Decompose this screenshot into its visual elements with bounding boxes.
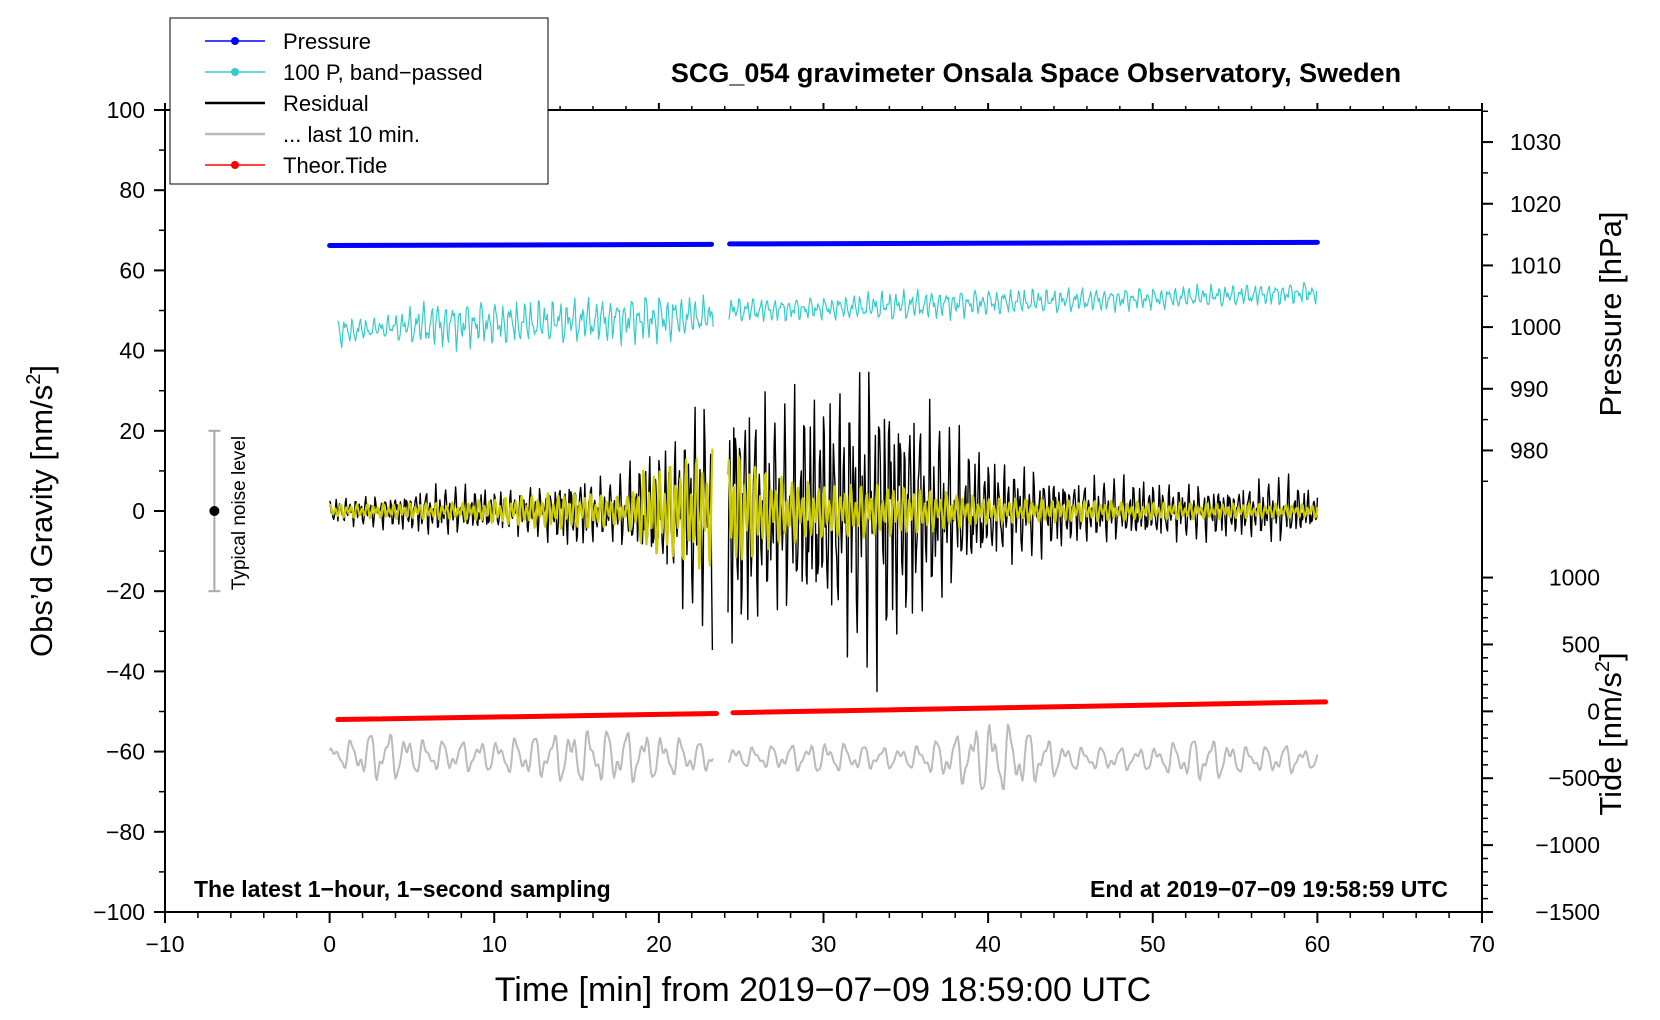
x-tick-label: −10	[145, 931, 184, 957]
pressure-tick-label: 1030	[1510, 129, 1561, 155]
annotation-sampling: The latest 1−hour, 1−second sampling	[194, 876, 611, 902]
series-theor-tide	[730, 699, 1329, 716]
x-tick-label: 0	[323, 931, 336, 957]
x-tick-label: 20	[646, 931, 672, 957]
tide-tick-label: 0	[1587, 698, 1600, 724]
legend-label: 100 P, band−passed	[283, 60, 483, 85]
y-axis-label-close: ]	[24, 365, 59, 374]
tide-axis-ticks: 1000 500 0 −500 −1000 −1500	[1482, 565, 1600, 925]
y-tick-label: 0	[132, 498, 145, 524]
pressure-tick-label: 1000	[1510, 314, 1561, 340]
annotation-end-time: End at 2019−07−09 19:58:59 UTC	[1090, 876, 1448, 902]
y-tick-label: 40	[119, 338, 145, 364]
x-axis-label: Time [min] from 2019−07−09 18:59:00 UTC	[495, 971, 1151, 1009]
y-tick-label: 20	[119, 418, 145, 444]
pressure-axis-ticks: 1030 1020 1010 1000 990 980	[1482, 110, 1561, 483]
x-tick-label: 50	[1140, 931, 1166, 957]
x-tick-label: 40	[975, 931, 1001, 957]
noise-bar-center	[209, 506, 220, 516]
pressure-tick-label: 980	[1510, 437, 1548, 463]
legend: Pressure 100 P, band−passed Residual ... la…	[169, 17, 549, 185]
tide-axis-label-close: ]	[1593, 652, 1628, 661]
x-tick-label: 10	[481, 931, 507, 957]
legend-marker	[231, 68, 239, 76]
noise-level-label: Typical noise level	[229, 436, 250, 590]
x-tick-label: 70	[1469, 931, 1495, 957]
pressure-tick-label: 1010	[1510, 252, 1561, 278]
y-axis-ticks: −100 −80 −60 −40 −20 0 20 40 60 80 100	[93, 97, 165, 925]
x-tick-label: 60	[1305, 931, 1331, 957]
legend-box	[169, 17, 549, 185]
y-tick-label: 80	[119, 177, 145, 203]
series-pressure	[327, 241, 715, 249]
series-pressure	[727, 239, 1320, 247]
legend-marker	[231, 161, 239, 169]
series-theor-tide	[335, 711, 719, 723]
tide-tick-label: −1000	[1535, 832, 1600, 858]
series-layer	[327, 239, 1329, 791]
tide-tick-label: −1500	[1535, 899, 1600, 925]
tide-axis-label-main: Tide [nm/s	[1593, 672, 1628, 816]
tide-tick-label: 500	[1562, 631, 1600, 657]
pressure-tick-label: 1020	[1510, 191, 1561, 217]
y-axis-label-main: Obs’d Gravity [nm/s	[24, 385, 59, 657]
pressure-tick-label: 990	[1510, 376, 1548, 402]
series-residual-overlay	[328, 448, 1319, 570]
y-axis-label-sup: 2	[23, 374, 45, 385]
y-tick-label: −100	[93, 899, 145, 925]
y-tick-label: −20	[106, 578, 145, 604]
legend-label: Pressure	[283, 29, 371, 54]
series-last-10-min	[328, 723, 1319, 791]
chart-title: SCG_054 gravimeter Onsala Space Observat…	[671, 58, 1401, 88]
y-tick-label: 100	[107, 97, 145, 123]
x-axis-ticks: −10 0 10 20 30 40 50 60 70	[145, 103, 1495, 957]
pressure-axis-label: Pressure [hPa]	[1593, 211, 1628, 416]
legend-marker	[231, 37, 239, 45]
legend-label: Theor.Tide	[283, 153, 387, 178]
tide-tick-label: −500	[1548, 765, 1600, 791]
y-tick-label: −60	[106, 739, 145, 765]
y-tick-label: −40	[106, 658, 145, 684]
noise-bar	[208, 429, 221, 593]
tide-tick-label: 1000	[1549, 565, 1600, 591]
y-tick-label: 60	[119, 257, 145, 283]
y-axis-label: Obs’d Gravity [nm/s2]	[23, 365, 59, 657]
y-tick-label: −80	[106, 819, 145, 845]
legend-label: Residual	[283, 91, 369, 116]
series-residual	[328, 371, 1319, 693]
tide-axis-label: Tide [nm/s2]	[1592, 652, 1628, 815]
legend-label: ... last 10 min.	[283, 122, 420, 147]
x-tick-label: 30	[811, 931, 837, 957]
tide-axis-label-sup: 2	[1592, 661, 1614, 672]
series-pressure-bandpassed	[337, 281, 1318, 352]
